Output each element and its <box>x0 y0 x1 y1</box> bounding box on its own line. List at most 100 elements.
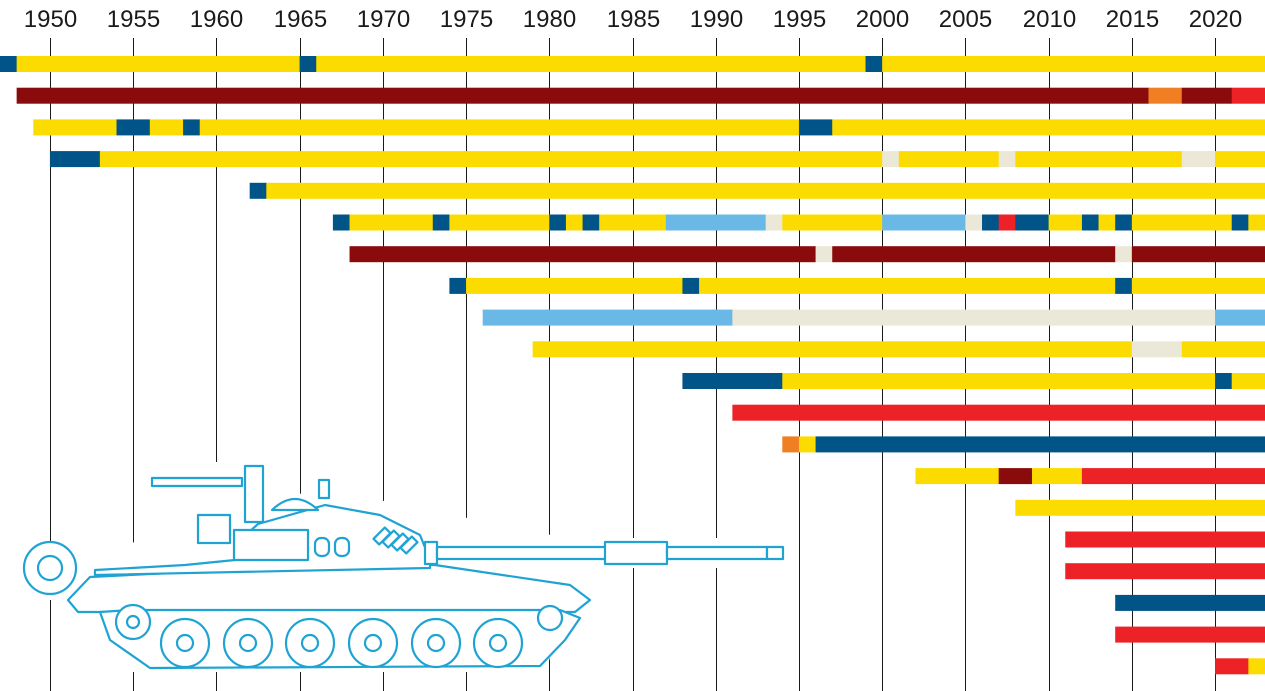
timeline-row <box>1065 563 1265 580</box>
bar-segment-navy <box>682 277 700 294</box>
x-tick-label: 1990 <box>690 6 743 33</box>
bar-segment-navy <box>682 373 783 389</box>
bar-segment-yellow <box>466 277 683 294</box>
bar-segment-yellow <box>915 468 1000 485</box>
bar-segment-yellow <box>1231 373 1265 389</box>
bar-segment-yellow <box>565 214 583 231</box>
bar-segment-yellow <box>449 214 550 231</box>
bar-segment-yellow <box>782 373 1216 389</box>
bar-segment-navy <box>49 151 101 168</box>
bar-segment-yellow <box>1248 214 1265 231</box>
bar-segment-red <box>1065 563 1265 580</box>
bar-segment-yellow <box>782 214 883 231</box>
bar-segment-navy <box>1081 214 1099 231</box>
timeline-row <box>1065 531 1265 548</box>
x-tick-label: 1975 <box>440 6 493 33</box>
bar-segment-yellow <box>33 119 117 136</box>
bar-segment-navy <box>116 119 151 136</box>
x-tick-label: 1965 <box>274 6 327 33</box>
tank-wheel-hub <box>238 633 258 653</box>
bar-segment-yellow <box>1031 468 1083 485</box>
timeline-row <box>449 277 1265 294</box>
bar-segment-red <box>1081 468 1265 485</box>
timeline-row <box>332 214 1265 231</box>
bar-segment-navy <box>1015 214 1050 231</box>
bar-segment-yellow <box>1015 499 1265 516</box>
bar-segment-navy <box>183 119 201 136</box>
bar-segment-cream <box>1131 341 1183 358</box>
x-tick-label: 1960 <box>190 6 243 33</box>
bar-segment-cream <box>765 214 783 231</box>
timeline-row <box>782 436 1265 453</box>
bar-segment-yellow <box>898 151 1000 168</box>
timeline-row <box>1115 594 1265 611</box>
timeline-row <box>49 151 1265 168</box>
x-tick-label: 1970 <box>357 6 410 33</box>
bar-segment-red <box>732 404 1265 421</box>
tank-drive-sprocket <box>536 604 564 632</box>
bar-segment-light_blue <box>1215 309 1265 326</box>
bar-segment-cream <box>882 151 900 168</box>
bar-segment-yellow <box>1181 341 1265 358</box>
bar-segment-yellow <box>316 56 866 72</box>
bar-segment-yellow <box>532 341 1133 358</box>
tank-wheel-hub <box>488 633 508 653</box>
bar-segment-yellow <box>882 56 1265 72</box>
x-tick-label: 1980 <box>523 6 576 33</box>
timeline-row <box>532 341 1265 358</box>
bar-segment-yellow <box>99 151 883 168</box>
timeline-row <box>16 87 1265 104</box>
bar-segment-dark_red <box>349 246 816 263</box>
tank-machine-gun <box>150 476 244 488</box>
bar-segment-yellow <box>16 56 300 72</box>
tank-antenna-base <box>317 478 331 500</box>
x-axis-tick-labels: 1950 1955 1960 1965 1970 1975 1980 1985 1990 1995… <box>24 6 1242 33</box>
tank-fuel-drum-cap <box>36 554 64 582</box>
tank-periscope-right <box>333 536 351 558</box>
tank-mg-mount <box>243 464 265 524</box>
bar-segment-light_blue <box>882 214 966 231</box>
bar-segment-cream <box>965 214 983 231</box>
x-tick-label: 1955 <box>107 6 160 33</box>
bar-segment-dark_red <box>16 87 1149 104</box>
bar-segment-navy <box>582 214 600 231</box>
tank-sight-box <box>196 513 232 545</box>
bar-segment-dark_red <box>1131 246 1265 263</box>
bar-segment-navy <box>332 214 350 231</box>
bar-segment-red <box>1231 87 1265 104</box>
bar-segment-dark_red <box>832 246 1116 263</box>
tank-wheel-hub <box>363 633 383 653</box>
bar-segment-yellow <box>1098 214 1116 231</box>
bar-segment-yellow <box>1048 214 1083 231</box>
bar-segment-navy <box>982 214 1000 231</box>
bar-segment-yellow <box>699 277 1116 294</box>
tank-gun-mantlet <box>423 540 439 566</box>
timeline-row <box>1115 626 1265 643</box>
tank-track-outline <box>98 608 582 670</box>
bar-segment-light_blue <box>482 309 733 326</box>
bar-segment-yellow <box>1015 151 1183 168</box>
tank-wheel-hub <box>175 633 195 653</box>
bar-segment-navy <box>865 56 883 72</box>
bar-segment-dark_red <box>1181 87 1233 104</box>
bar-segment-navy <box>249 182 267 199</box>
bar-segment-cream <box>1181 151 1216 168</box>
bar-segment-navy <box>0 56 18 72</box>
timeline-row <box>1215 658 1265 675</box>
bar-segment-red <box>1215 658 1249 675</box>
bar-segment-navy <box>798 119 833 136</box>
timeline-row <box>682 373 1265 389</box>
bar-segment-yellow <box>266 182 1265 199</box>
tank-turret-hatch <box>232 528 310 562</box>
x-tick-label: 2005 <box>939 6 992 33</box>
bar-segment-navy <box>1115 277 1133 294</box>
tank-gun-barrel-front <box>665 545 769 561</box>
bar-segment-red <box>998 214 1016 231</box>
tank-wheel-hub <box>300 633 320 653</box>
bar-segment-navy <box>1215 373 1233 389</box>
tank-commander-cupola <box>270 497 320 512</box>
timeline-row <box>1015 499 1265 516</box>
bar-segment-yellow <box>832 119 1265 136</box>
bar-segment-navy <box>1231 214 1249 231</box>
